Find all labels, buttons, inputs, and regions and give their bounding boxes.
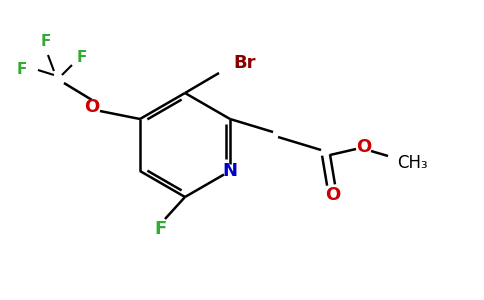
- Text: F: F: [17, 62, 27, 77]
- Text: CH₃: CH₃: [397, 154, 427, 172]
- Text: Br: Br: [234, 54, 256, 72]
- Text: O: O: [325, 186, 341, 204]
- Text: F: F: [155, 220, 167, 238]
- Text: O: O: [84, 98, 100, 116]
- Text: O: O: [356, 138, 372, 156]
- Text: F: F: [41, 34, 51, 49]
- Text: N: N: [223, 162, 238, 180]
- Text: F: F: [77, 50, 87, 64]
